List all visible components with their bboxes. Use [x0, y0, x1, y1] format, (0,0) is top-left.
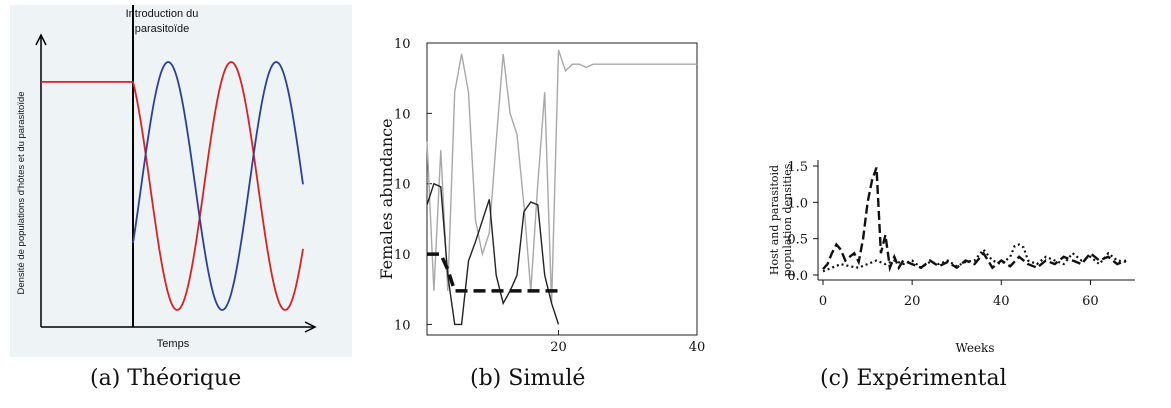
series-host [132, 61, 304, 311]
caption-a: (a) Théorique [90, 366, 242, 391]
y-tick-label: 10 [394, 178, 411, 193]
x-axis-arrow [304, 321, 317, 333]
chart-experimental-svg: 0.0 0.5 1.0 1.5 0 20 40 60 Weeks Host and parasit… [768, 160, 1135, 355]
y-axis-label-line-2: population densities [781, 163, 794, 276]
y-axis-label: Densité de populations d'hôtes et du par… [16, 91, 27, 294]
series-line-grey-solid [426, 49, 697, 304]
y-axis-arrow [35, 33, 47, 46]
x-axis-label: Weeks [956, 341, 995, 355]
series-line-dotted [822, 243, 1127, 273]
annotation-line-1: Introduction du [126, 8, 199, 20]
x-tick-label: 20 [904, 294, 921, 309]
y-tick-label: 0.5 [787, 233, 808, 248]
x-tick-label: 40 [689, 340, 706, 355]
y-tick-label: 1.0 [787, 196, 808, 211]
x-tick-label: 20 [550, 340, 567, 355]
panel-background [10, 5, 352, 357]
chart-theorique-svg: Introduction du parasitoïde Temps Densité d… [10, 5, 352, 357]
y-axis-label: Host and parasitoidpopulation densities [768, 163, 794, 276]
caption-b: (b) Simulé [470, 366, 586, 391]
x-tick-label: 0 [819, 294, 827, 309]
x-tick-label: 40 [993, 294, 1010, 309]
y-tick-label: 10 [394, 318, 411, 333]
y-tick-label: 0.0 [787, 269, 808, 284]
plot-frame [426, 42, 698, 336]
series-line-black-solid [426, 182, 560, 326]
series-parasitoid [132, 61, 304, 311]
y-tick-label: 1.5 [787, 160, 808, 175]
x-axis-label: Generations [513, 356, 612, 357]
chart-simule: 1001011021031042040GenerationsFemales ab… [372, 5, 712, 375]
annotation-line-2: parasitoïde [135, 23, 189, 35]
y-tick-label: 10 [394, 248, 411, 263]
chart-experimental: 0.0 0.5 1.0 1.5 0 20 40 60 Weeks Host and parasit… [760, 150, 1140, 360]
series-line-black-dashed [427, 252, 559, 293]
y-axis-label-line-1: Host and parasitoid [768, 165, 781, 275]
x-axis-label: Temps [157, 338, 190, 350]
caption-c: (c) Expérimental [820, 366, 1007, 391]
y-tick-label: 10 [394, 107, 411, 122]
chart-theorique: Introduction du parasitoïde Temps Densité d… [10, 5, 352, 357]
x-tick-label: 60 [1082, 294, 1099, 309]
y-axis-label: Females abundance [377, 118, 396, 279]
series-line-dashed [822, 167, 1127, 273]
y-tick-label: 10 [394, 37, 411, 52]
chart-simule-svg: 1001011021031042040GenerationsFemales ab… [377, 37, 706, 375]
